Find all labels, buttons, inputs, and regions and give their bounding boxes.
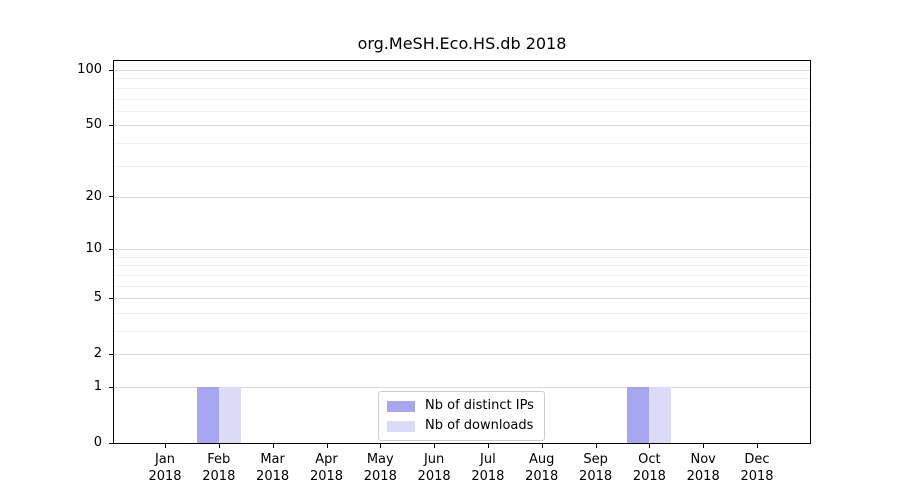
y-tick-label: 10 <box>85 241 102 257</box>
chart-title: org.MeSH.Eco.HS.db 2018 <box>357 34 567 53</box>
x-tick-label: Apr 2018 <box>309 452 344 484</box>
x-tick-mark <box>218 444 220 448</box>
gridline-minor <box>114 110 810 112</box>
x-tick-label: Jan 2018 <box>148 452 182 484</box>
gridline-minor <box>114 265 810 267</box>
gridline-minor <box>114 256 810 258</box>
y-tick-label: 1 <box>93 379 102 394</box>
x-tick-label: Feb 2018 <box>202 452 236 484</box>
y-tick-label: 100 <box>77 62 102 77</box>
x-tick-label: Nov 2018 <box>686 452 720 484</box>
x-tick-mark <box>541 444 543 448</box>
x-tick-mark <box>649 444 651 448</box>
y-tick-mark <box>109 297 113 299</box>
x-tick-mark <box>165 444 166 448</box>
gridline-major <box>114 298 810 300</box>
y-tick-mark <box>109 248 113 250</box>
x-tick-mark <box>272 444 274 448</box>
x-tick-mark <box>487 444 489 448</box>
x-tick-label: Aug 2018 <box>525 452 559 484</box>
y-tick-label: 0 <box>93 435 102 450</box>
gridline-minor <box>114 274 810 276</box>
gridline-major <box>114 387 810 388</box>
y-tick-mark <box>109 196 113 198</box>
legend-label-downloads: Nb of downloads <box>425 418 534 433</box>
gridline-minor <box>114 285 810 287</box>
legend-swatch-downloads <box>387 420 415 432</box>
x-tick-mark <box>434 444 436 448</box>
legend-label-distinct-ips: Nb of distinct IPs <box>425 398 534 413</box>
gridline-minor <box>114 165 810 167</box>
x-tick-label: Mar 2018 <box>256 452 290 484</box>
x-tick-mark <box>595 444 597 448</box>
x-tick-label: May 2018 <box>363 452 397 484</box>
x-tick-label: Dec 2018 <box>740 452 774 484</box>
bar-nb-of-distinct-ips <box>627 387 650 443</box>
y-tick-label: 2 <box>93 346 102 362</box>
gridline-major <box>114 354 810 356</box>
gridline-minor <box>114 78 810 80</box>
x-tick-label: Oct 2018 <box>632 452 666 484</box>
gridline-major <box>114 70 810 71</box>
bar-nb-of-downloads <box>218 387 241 443</box>
y-tick-mark <box>109 124 113 126</box>
x-tick-label: Jul 2018 <box>471 452 505 484</box>
x-tick-mark <box>757 444 758 448</box>
gridline-minor <box>114 98 810 100</box>
legend-swatch-distinct-ips <box>387 400 415 412</box>
x-tick-label: Sep 2018 <box>579 452 613 484</box>
y-tick-label: 50 <box>85 117 102 133</box>
y-tick-mark <box>109 386 113 388</box>
x-tick-label: Jun 2018 <box>417 452 451 484</box>
y-tick-mark <box>109 442 113 444</box>
gridline-minor <box>114 331 810 332</box>
bar-nb-of-distinct-ips <box>196 387 219 443</box>
gridline-major <box>114 125 810 127</box>
gridline-minor <box>114 312 810 314</box>
bar-nb-of-downloads <box>649 387 672 443</box>
x-tick-mark <box>380 444 382 448</box>
y-tick-mark <box>109 69 113 71</box>
gridline-minor <box>114 142 810 144</box>
gridline-major <box>114 196 810 198</box>
x-tick-mark <box>326 444 328 448</box>
gridline-major <box>114 249 810 251</box>
y-tick-label: 20 <box>85 188 102 204</box>
x-tick-mark <box>703 444 705 448</box>
plot-area <box>113 60 811 444</box>
y-tick-label: 5 <box>93 290 102 306</box>
legend: Nb of distinct IPs Nb of downloads <box>378 391 545 441</box>
legend-entry-downloads: Nb of downloads <box>387 418 534 434</box>
legend-entry-distinct-ips: Nb of distinct IPs <box>387 398 534 414</box>
y-tick-mark <box>109 353 113 355</box>
gridline-minor <box>114 87 810 89</box>
